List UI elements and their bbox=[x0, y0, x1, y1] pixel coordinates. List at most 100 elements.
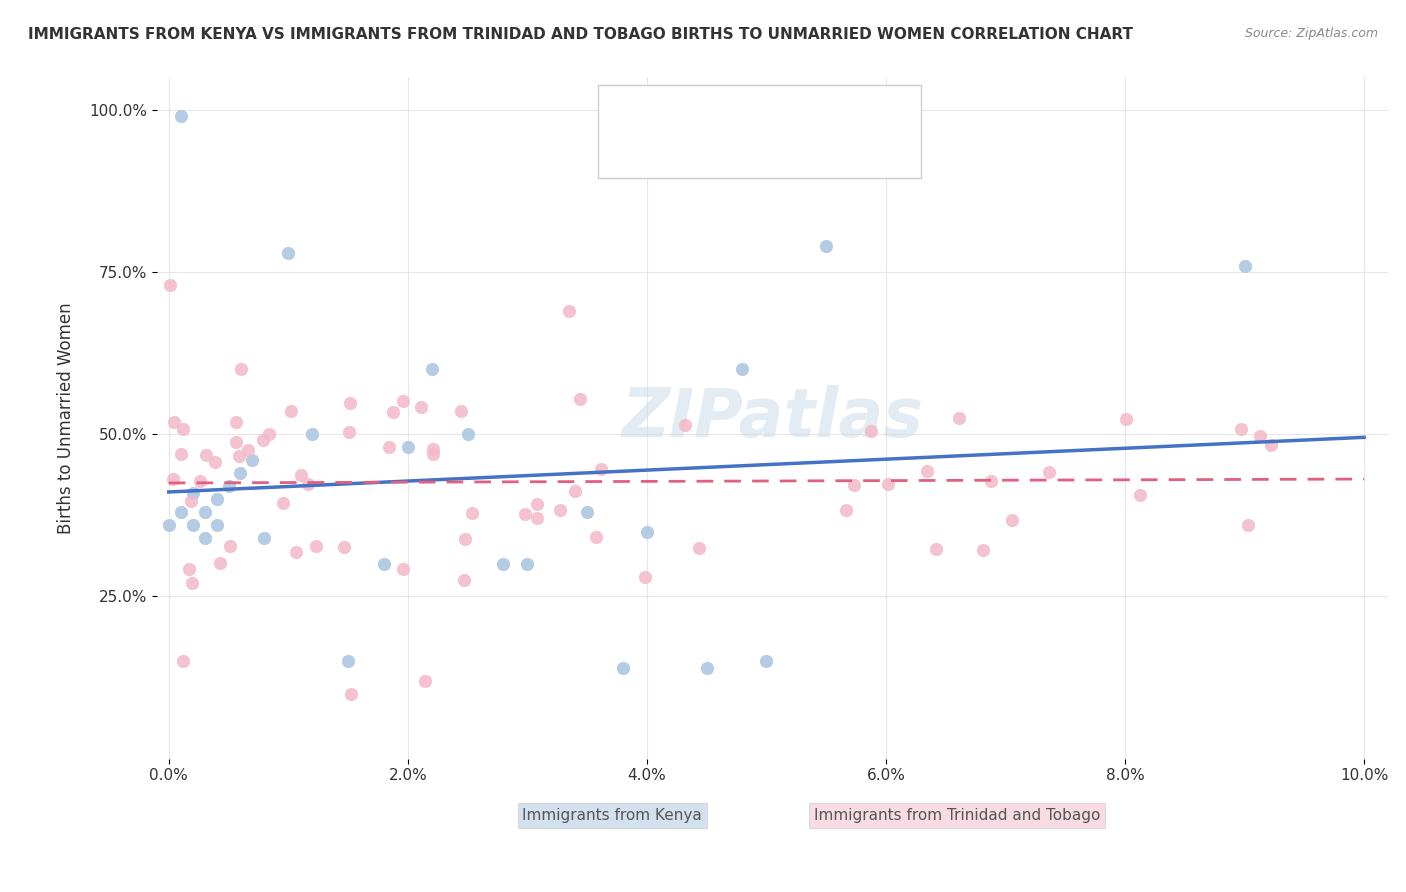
Point bbox=[194, 531, 217, 545]
Point bbox=[516, 557, 538, 571]
Point bbox=[835, 503, 858, 517]
Point bbox=[420, 362, 443, 376]
Point bbox=[229, 362, 252, 376]
Point bbox=[526, 511, 548, 525]
Point bbox=[688, 541, 710, 556]
Point bbox=[170, 109, 193, 123]
Point bbox=[194, 448, 217, 462]
Point bbox=[980, 474, 1002, 488]
Point bbox=[564, 483, 586, 498]
Text: 0.077: 0.077 bbox=[689, 136, 741, 154]
Text: N =: N = bbox=[752, 136, 789, 154]
Point bbox=[188, 474, 211, 488]
Text: 30: 30 bbox=[794, 99, 817, 117]
Text: ZIPatlas: ZIPatlas bbox=[621, 385, 924, 451]
Point bbox=[205, 518, 228, 533]
Point bbox=[170, 505, 193, 519]
Point bbox=[392, 561, 415, 575]
Point bbox=[569, 392, 592, 406]
Point bbox=[1129, 488, 1152, 502]
Point bbox=[1233, 259, 1256, 273]
Point bbox=[454, 532, 477, 546]
Point bbox=[576, 505, 599, 519]
Point bbox=[228, 449, 250, 463]
Point bbox=[159, 278, 181, 293]
Point bbox=[339, 396, 361, 410]
Point bbox=[396, 440, 419, 454]
Point bbox=[612, 661, 634, 675]
Point bbox=[194, 505, 217, 519]
Point bbox=[755, 654, 778, 668]
Point bbox=[696, 661, 718, 675]
Point bbox=[285, 544, 308, 558]
Point bbox=[205, 492, 228, 507]
Point bbox=[305, 539, 328, 553]
Text: 99: 99 bbox=[794, 136, 818, 154]
Y-axis label: Births to Unmarried Women: Births to Unmarried Women bbox=[58, 302, 75, 534]
Text: R =: R = bbox=[647, 136, 683, 154]
Point bbox=[181, 485, 204, 500]
Point bbox=[972, 542, 994, 557]
Point bbox=[252, 433, 274, 447]
Point bbox=[526, 497, 548, 511]
Point bbox=[1391, 419, 1406, 434]
Point bbox=[948, 411, 970, 425]
Point bbox=[257, 427, 280, 442]
Point bbox=[253, 531, 276, 545]
Point bbox=[172, 422, 194, 436]
Point bbox=[413, 673, 436, 688]
Point bbox=[242, 453, 264, 467]
Point bbox=[591, 462, 613, 476]
Point bbox=[422, 447, 444, 461]
Point bbox=[378, 440, 401, 454]
Point bbox=[877, 477, 900, 491]
Point bbox=[337, 425, 360, 440]
Point bbox=[1038, 465, 1060, 479]
Point bbox=[1000, 513, 1022, 527]
Point bbox=[204, 455, 226, 469]
Point bbox=[585, 530, 607, 544]
Point bbox=[461, 506, 484, 520]
Text: Immigrants from Kenya: Immigrants from Kenya bbox=[523, 808, 702, 823]
Point bbox=[1260, 438, 1282, 452]
Point bbox=[815, 239, 838, 253]
Point bbox=[225, 435, 247, 450]
Point bbox=[172, 654, 194, 668]
Point bbox=[636, 524, 658, 539]
Point bbox=[219, 539, 242, 553]
Point bbox=[731, 362, 754, 376]
Point bbox=[548, 502, 571, 516]
Point bbox=[218, 479, 240, 493]
Point bbox=[381, 405, 404, 419]
Point bbox=[209, 556, 232, 570]
Point bbox=[333, 540, 356, 554]
Point bbox=[634, 570, 657, 584]
Text: 0.315: 0.315 bbox=[689, 99, 741, 117]
Point bbox=[492, 557, 515, 571]
Point bbox=[181, 518, 204, 533]
Point bbox=[225, 415, 247, 429]
Point bbox=[229, 466, 252, 480]
Point bbox=[373, 557, 395, 571]
Point bbox=[915, 464, 938, 478]
Point bbox=[238, 442, 260, 457]
Point bbox=[1237, 518, 1260, 533]
Text: Source: ZipAtlas.com: Source: ZipAtlas.com bbox=[1244, 27, 1378, 40]
Text: N =: N = bbox=[752, 99, 789, 117]
Text: Immigrants from Trinidad and Tobago: Immigrants from Trinidad and Tobago bbox=[814, 808, 1101, 823]
Point bbox=[1115, 411, 1137, 425]
Point bbox=[297, 476, 319, 491]
Point bbox=[422, 442, 444, 456]
Point bbox=[457, 427, 479, 442]
Point bbox=[515, 507, 537, 521]
Point bbox=[290, 467, 312, 482]
Point bbox=[859, 424, 882, 438]
Point bbox=[557, 304, 579, 318]
Point bbox=[273, 496, 295, 510]
Text: IMMIGRANTS FROM KENYA VS IMMIGRANTS FROM TRINIDAD AND TOBAGO BIRTHS TO UNMARRIED: IMMIGRANTS FROM KENYA VS IMMIGRANTS FROM… bbox=[28, 27, 1133, 42]
Point bbox=[1249, 428, 1271, 442]
Point bbox=[339, 687, 361, 701]
Point bbox=[180, 576, 202, 591]
Point bbox=[337, 654, 360, 668]
Point bbox=[277, 245, 299, 260]
